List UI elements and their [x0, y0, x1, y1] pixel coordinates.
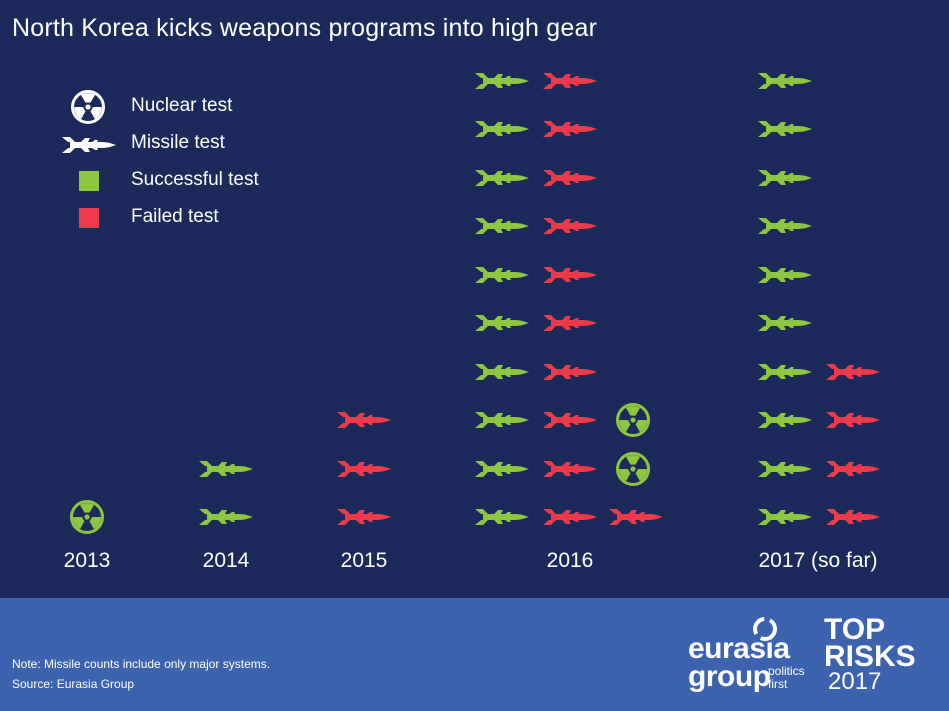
missile-failed-mark	[337, 460, 391, 477]
missile-success-mark	[475, 412, 529, 428]
year-label-2015: 2015	[340, 549, 388, 572]
missile-failed-mark	[337, 509, 391, 525]
top-risks-line1: TOP	[824, 613, 886, 646]
missile-failed-mark	[826, 460, 880, 477]
footer-bar	[0, 598, 949, 711]
missile-success-mark	[475, 509, 529, 525]
missile-success-mark	[758, 363, 812, 380]
missile-failed-mark	[543, 509, 597, 525]
missile-failed-mark	[543, 121, 597, 137]
legend-success-square-icon	[79, 171, 99, 191]
nuclear-test-mark	[70, 500, 104, 534]
footer-note: Note: Missile counts include only major …	[12, 657, 271, 671]
year-label-2017: 2017 (so far)	[758, 549, 878, 572]
missile-failed-mark	[543, 169, 597, 186]
missile-success-mark	[475, 121, 529, 137]
missile-failed-mark	[543, 266, 597, 283]
missile-success-mark	[199, 460, 253, 477]
missile-success-mark	[758, 169, 812, 186]
year-label-2014: 2014	[202, 549, 250, 572]
top-risks-line2: RISKS	[824, 640, 916, 673]
legend-label-failed: Failed test	[131, 206, 219, 227]
legend-label-nuclear: Nuclear test	[131, 95, 233, 116]
missile-failed-mark	[543, 315, 597, 331]
logo-eurasia: eurasia	[688, 632, 790, 665]
missile-failed-mark	[826, 509, 880, 525]
missile-success-mark	[475, 315, 529, 331]
missile-failed-mark	[337, 412, 391, 428]
missile-success-mark	[199, 509, 253, 525]
missile-success-mark	[758, 72, 812, 89]
legend-missile-icon	[62, 137, 116, 153]
missile-failed-mark	[826, 363, 880, 380]
missile-success-mark	[758, 315, 812, 331]
missile-failed-mark	[543, 412, 597, 428]
missile-failed-mark	[609, 509, 663, 525]
chart-title: North Korea kicks weapons programs into …	[12, 14, 598, 42]
footer-source: Source: Eurasia Group	[12, 677, 135, 691]
missile-success-mark	[475, 266, 529, 283]
missile-success-mark	[475, 72, 529, 89]
missile-success-mark	[758, 509, 812, 525]
nuclear-test-mark	[616, 451, 650, 486]
missile-success-mark	[475, 169, 529, 186]
top-risks-year: 2017	[828, 668, 882, 695]
missile-success-mark	[758, 218, 812, 234]
nuclear-test-mark	[616, 403, 650, 437]
chart-area	[0, 0, 949, 598]
year-label-2016: 2016	[546, 549, 594, 572]
missile-success-mark	[758, 121, 812, 137]
logo-politics: politics	[768, 664, 805, 678]
legend-nuclear-icon	[71, 90, 105, 124]
legend-failed-square-icon	[79, 208, 99, 228]
missile-failed-mark	[543, 218, 597, 234]
missile-success-mark	[758, 266, 812, 283]
missile-failed-mark	[543, 460, 597, 477]
missile-failed-mark	[543, 363, 597, 380]
legend-label-missile: Missile test	[131, 132, 225, 153]
missile-success-mark	[758, 460, 812, 477]
missile-success-mark	[475, 218, 529, 234]
logo-group: group	[688, 660, 771, 693]
missile-success-mark	[475, 363, 529, 380]
year-label-2013: 2013	[63, 549, 111, 572]
missile-success-mark	[758, 412, 812, 428]
missile-failed-mark	[543, 72, 597, 89]
logo-first: first	[768, 677, 788, 691]
missile-success-mark	[475, 460, 529, 477]
missile-failed-mark	[826, 412, 880, 428]
legend-label-success: Successful test	[131, 169, 259, 190]
eurasia-swirl-icon	[753, 617, 777, 641]
